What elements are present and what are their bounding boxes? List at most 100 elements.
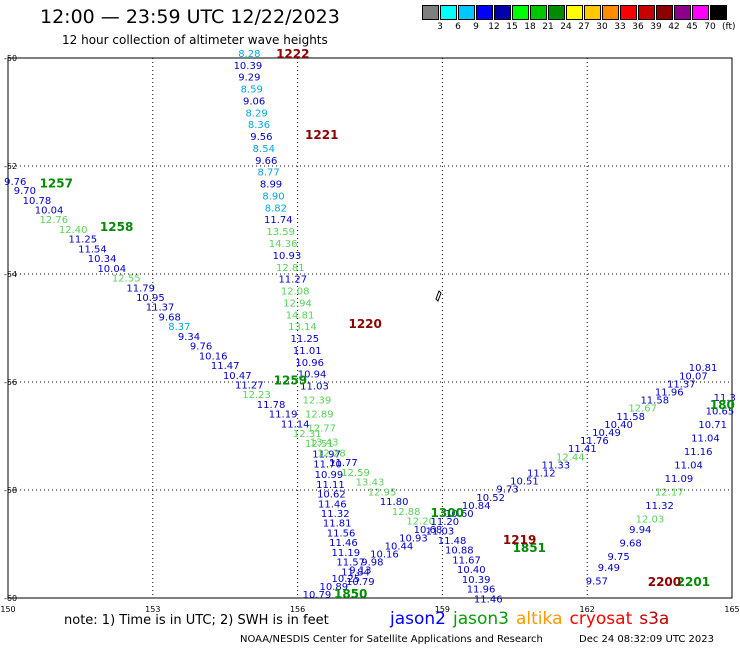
wave-height-value: 10.79 (346, 577, 375, 588)
pass-time-label: 1221 (305, 128, 338, 142)
legend-swatch (674, 5, 691, 20)
wave-height-value: 12.94 (283, 298, 312, 309)
wave-height-value: 9.56 (250, 132, 272, 143)
wave-height-value: 9.76 (4, 177, 26, 188)
legend-swatch (458, 5, 475, 20)
wave-height-value: 11.80 (380, 497, 409, 508)
wave-height-value: 11.12 (527, 469, 556, 480)
wave-height-value: 10.52 (476, 493, 505, 504)
wave-height-value: 10.65 (706, 406, 735, 417)
wave-height-value: 11.81 (323, 519, 352, 530)
wave-height-value: 11.37 (667, 379, 696, 390)
wave-height-value: 9.70 (14, 186, 36, 197)
wave-height-value: 11.27 (278, 275, 307, 286)
satellite-name: jason2 (390, 609, 446, 629)
wave-height-value: 12.67 (628, 404, 657, 415)
wave-height-value: 9.68 (159, 312, 181, 323)
legend-label: 27 (578, 22, 590, 32)
wave-height-value: 12.39 (303, 396, 332, 407)
lat-tick-label: -60 (4, 594, 17, 603)
wave-height-value: 12.40 (59, 225, 88, 236)
pass-time-label: 1222 (276, 47, 309, 61)
wave-height-value: 10.62 (317, 490, 346, 501)
wave-height-value: 10.88 (445, 546, 474, 557)
wave-height-value: 10.25 (332, 574, 361, 585)
wave-height-value: 11.76 (580, 436, 609, 447)
wave-height-value: 11.16 (684, 447, 713, 458)
wave-height-value: 8.90 (262, 191, 284, 202)
legend-label: 24 (560, 22, 572, 32)
wave-height-value: 9.75 (607, 552, 629, 563)
wave-height-value: 12.23 (242, 390, 271, 401)
legend-label: 30 (596, 22, 608, 32)
island-outline (435, 290, 442, 302)
wave-height-value: 11.84 (341, 567, 370, 578)
wave-height-value: 11.09 (665, 474, 694, 485)
lon-tick-label: 162 (580, 605, 595, 614)
wave-height-value: 10.60 (445, 509, 474, 520)
wave-height-value: 11.32 (645, 501, 674, 512)
wave-height-value: 9.34 (178, 332, 200, 343)
wave-height-value: 11.33 (542, 460, 571, 471)
wave-height-value: 11.97 (312, 450, 341, 461)
wave-height-value: 10.71 (698, 420, 727, 431)
wave-height-value: 11.04 (674, 460, 703, 471)
lat-tick-label: -52 (4, 162, 17, 171)
wave-height-value: 10.99 (315, 470, 344, 481)
wave-height-value: 9.76 (190, 342, 212, 353)
wave-height-value: 11.77 (329, 458, 358, 469)
wave-height-value: 10.51 (510, 477, 539, 488)
wave-height-value: 11.01 (293, 346, 322, 357)
wave-height-value: 11.79 (126, 283, 155, 294)
wave-height-value: 12.81 (276, 263, 305, 274)
wave-height-value: 8.29 (245, 108, 267, 119)
wave-height-value: 11.54 (78, 244, 107, 255)
wave-height-value: 11.27 (235, 380, 264, 391)
wave-height-value: 11.46 (318, 499, 347, 510)
wave-height-value: 11.46 (329, 538, 358, 549)
legend-unit: (ft) (722, 22, 736, 32)
wave-height-value: 12.08 (281, 287, 310, 298)
wave-height-value: 11.19 (269, 410, 298, 421)
legend-swatch (692, 5, 709, 20)
wave-height-value: 9.29 (238, 73, 260, 84)
legend-swatch (638, 5, 655, 20)
legend-swatch (656, 5, 673, 20)
wave-height-value: 12.28 (317, 449, 346, 460)
wave-height-value: 8.77 (258, 168, 280, 179)
wave-height-value: 10.93 (273, 251, 302, 262)
wave-height-value: 8.59 (241, 85, 263, 96)
legend-swatch (422, 5, 439, 20)
wave-height-value: 10.07 (679, 371, 708, 382)
pass-time-label: 1219 (503, 533, 536, 547)
lon-tick-label: 159 (435, 605, 450, 614)
wave-height-value: 14.36 (269, 239, 298, 250)
lat-tick-label: -58 (4, 486, 17, 495)
wave-height-value: 9.66 (255, 156, 277, 167)
legend-swatch (584, 5, 601, 20)
wave-height-value: 10.81 (689, 363, 718, 374)
wave-height-value: 10.44 (385, 541, 414, 552)
satellite-name: jason3 (453, 609, 509, 629)
wave-height-value: 11.41 (568, 444, 597, 455)
lat-tick-label: -50 (4, 54, 17, 63)
wave-height-value: 11.32 (321, 509, 350, 520)
wave-height-value: 10.40 (604, 420, 633, 431)
legend-swatch (566, 5, 583, 20)
wave-height-value: 11.03 (300, 382, 329, 393)
lat-tick-label: -54 (4, 270, 17, 279)
legend-label: 33 (614, 22, 626, 32)
wave-height-value: 11.14 (281, 419, 310, 430)
wave-height-value: 10.95 (136, 293, 165, 304)
legend-label: 70 (704, 22, 716, 32)
lon-tick-label: 165 (724, 605, 739, 614)
wave-height-value: 12.31 (293, 429, 322, 440)
wave-height-value: 11.19 (332, 548, 361, 559)
lon-tick-label: 150 (0, 605, 15, 614)
generated-timestamp: Dec 24 08:32:09 UTC 2023 (579, 634, 714, 645)
wave-height-value: 12.03 (636, 514, 665, 525)
wave-height-value: 9.06 (243, 96, 265, 107)
wave-height-value: 12.59 (341, 468, 370, 479)
satellite-legend: jason2 jason3 altika cryosat s3a (390, 609, 676, 629)
wave-height-value: 9.57 (586, 577, 608, 588)
